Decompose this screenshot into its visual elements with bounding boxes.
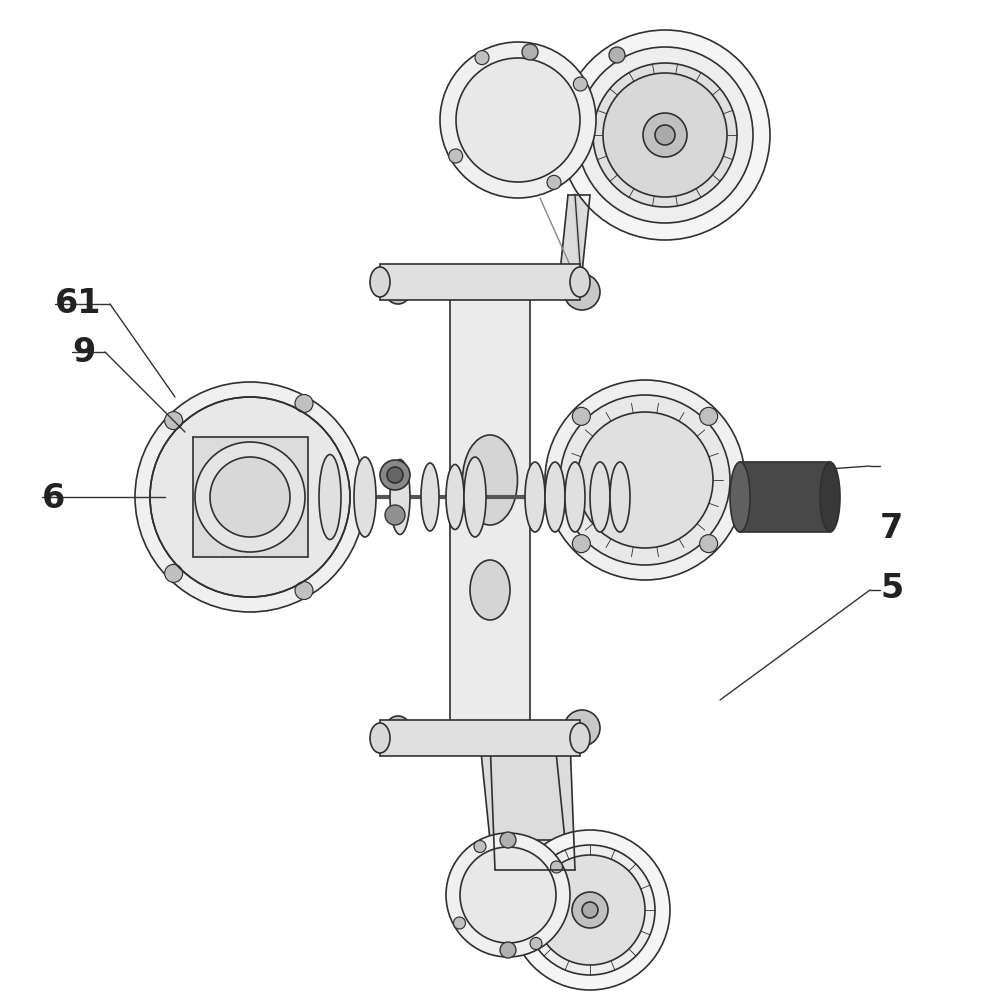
Circle shape [530, 937, 542, 949]
Ellipse shape [390, 459, 410, 535]
Ellipse shape [545, 462, 565, 532]
Circle shape [550, 861, 562, 873]
Circle shape [165, 412, 183, 429]
Circle shape [454, 917, 466, 929]
FancyBboxPatch shape [380, 264, 580, 300]
Ellipse shape [370, 267, 390, 297]
FancyBboxPatch shape [450, 280, 530, 740]
Circle shape [500, 832, 516, 848]
Circle shape [560, 30, 770, 240]
Circle shape [582, 902, 598, 918]
Ellipse shape [565, 462, 585, 532]
Ellipse shape [446, 464, 464, 530]
Circle shape [295, 581, 313, 599]
FancyBboxPatch shape [740, 462, 830, 532]
Circle shape [217, 524, 233, 540]
Circle shape [535, 855, 645, 965]
Ellipse shape [464, 457, 486, 537]
Ellipse shape [590, 462, 610, 532]
Circle shape [217, 489, 233, 505]
Text: 5: 5 [880, 572, 903, 605]
Circle shape [643, 113, 687, 157]
Circle shape [522, 44, 538, 60]
Circle shape [564, 710, 600, 746]
Circle shape [456, 58, 580, 182]
Circle shape [449, 149, 463, 163]
Circle shape [547, 175, 561, 189]
Circle shape [460, 847, 556, 943]
Polygon shape [490, 740, 575, 870]
Circle shape [387, 467, 403, 483]
Polygon shape [480, 742, 565, 840]
Circle shape [500, 942, 516, 958]
Ellipse shape [470, 560, 510, 620]
Circle shape [593, 63, 737, 207]
Circle shape [386, 716, 410, 740]
Text: 9: 9 [72, 336, 95, 370]
Circle shape [150, 397, 350, 597]
Ellipse shape [820, 462, 840, 532]
Circle shape [475, 51, 489, 65]
Text: 7: 7 [880, 512, 903, 546]
Circle shape [560, 395, 730, 565]
Ellipse shape [570, 723, 590, 753]
Text: 6: 6 [42, 482, 65, 516]
Circle shape [386, 280, 410, 304]
Circle shape [572, 535, 590, 553]
Circle shape [609, 47, 625, 63]
Circle shape [572, 408, 590, 425]
Circle shape [252, 524, 268, 540]
Circle shape [700, 535, 718, 553]
Circle shape [603, 73, 727, 197]
Ellipse shape [370, 723, 390, 753]
Circle shape [577, 47, 753, 223]
Circle shape [572, 892, 608, 928]
Ellipse shape [421, 463, 439, 531]
FancyBboxPatch shape [193, 437, 308, 557]
Circle shape [545, 380, 745, 580]
Circle shape [510, 830, 670, 990]
Circle shape [440, 42, 596, 198]
Circle shape [655, 125, 675, 145]
Circle shape [525, 845, 655, 975]
Circle shape [295, 395, 313, 413]
Circle shape [446, 833, 570, 957]
Ellipse shape [463, 435, 518, 525]
Circle shape [165, 565, 183, 582]
Text: 61: 61 [55, 286, 101, 320]
Circle shape [474, 841, 486, 853]
Circle shape [210, 457, 290, 537]
Circle shape [385, 505, 405, 525]
Circle shape [217, 454, 233, 470]
Ellipse shape [354, 457, 376, 537]
Circle shape [252, 454, 268, 470]
Circle shape [573, 77, 587, 91]
FancyBboxPatch shape [380, 720, 580, 756]
Circle shape [700, 408, 718, 425]
Ellipse shape [319, 454, 341, 540]
Circle shape [577, 412, 713, 548]
Circle shape [195, 442, 305, 552]
Ellipse shape [610, 462, 630, 532]
Ellipse shape [570, 267, 590, 297]
Ellipse shape [525, 462, 545, 532]
Circle shape [135, 382, 365, 612]
Circle shape [380, 460, 410, 490]
Circle shape [564, 274, 600, 310]
Ellipse shape [730, 462, 750, 532]
Polygon shape [558, 195, 590, 292]
